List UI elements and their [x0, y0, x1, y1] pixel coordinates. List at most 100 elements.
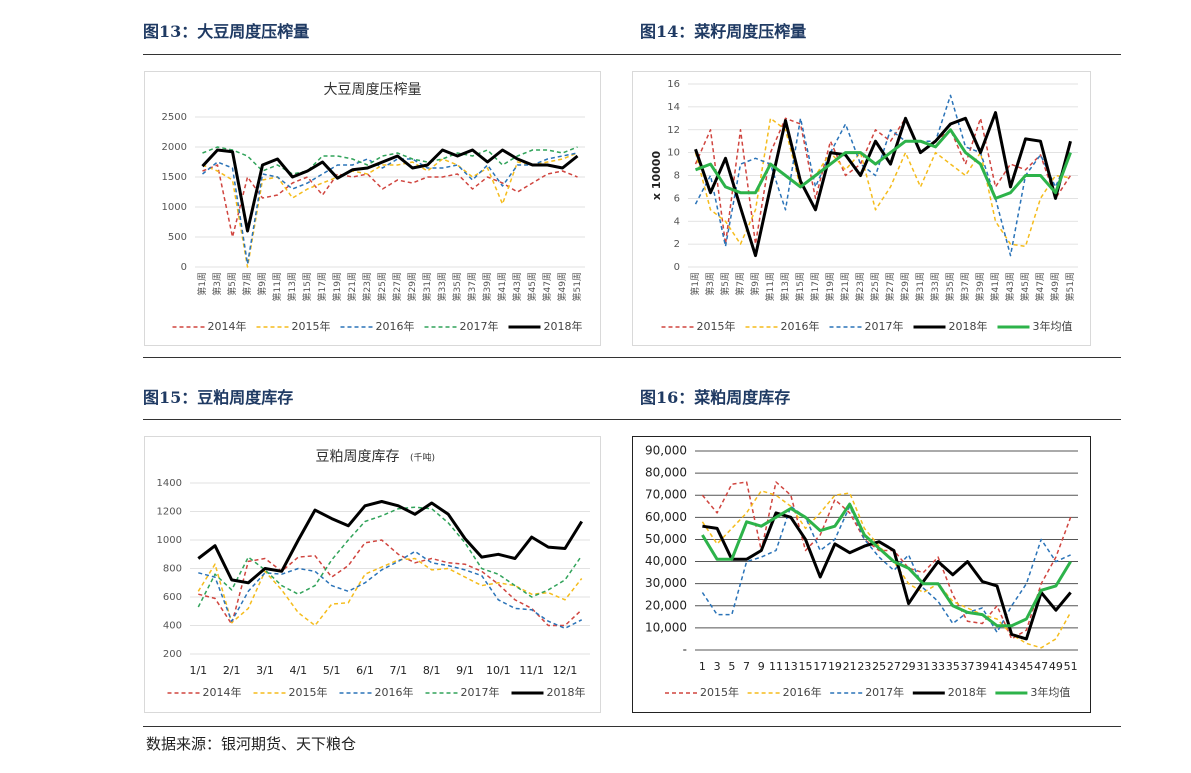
y-tick-label: 10 — [667, 148, 680, 159]
x-tick-label: 第49周 — [556, 272, 568, 301]
y-tick-label: 30,000 — [645, 576, 687, 590]
x-tick-label: 第17周 — [316, 272, 328, 301]
x-tick-label: 21 — [843, 660, 857, 673]
x-tick-label: 第7周 — [734, 272, 746, 296]
x-tick-label: 第51周 — [1064, 272, 1076, 301]
y-tick-label: 12 — [667, 125, 680, 136]
x-tick-label: 第1周 — [689, 272, 701, 296]
x-tick-label: 第39周 — [974, 272, 986, 301]
x-tick-label: 第27周 — [391, 272, 403, 301]
x-tick-label: 第3周 — [704, 272, 716, 296]
x-tick-label: 45 — [1019, 660, 1033, 673]
rule — [143, 726, 1121, 727]
x-tick-label: 第29周 — [899, 272, 911, 301]
x-tick-label: 第31周 — [421, 272, 433, 301]
series-line — [694, 111, 1072, 258]
y-tick-label: 40,000 — [645, 554, 687, 568]
x-tick-label: 第37周 — [959, 272, 971, 301]
legend-label: 2017年 — [865, 685, 904, 699]
x-tick-label: 1 — [699, 660, 706, 673]
y-tick-label: 4 — [674, 216, 680, 227]
legend-label: 2015年 — [292, 319, 331, 333]
x-tick-label: 第11周 — [764, 272, 776, 301]
x-tick-label: 第3周 — [211, 272, 223, 296]
x-tick-label: 43 — [1005, 660, 1019, 673]
series-line — [694, 94, 1072, 257]
y-tick-label: 0 — [181, 262, 187, 273]
x-tick-label: 第47周 — [541, 272, 553, 301]
x-tick-label: 3/1 — [256, 664, 274, 677]
y-tick-label: 70,000 — [645, 488, 687, 502]
y-tick-label: 400 — [163, 621, 182, 632]
x-tick-label: 31 — [916, 660, 930, 673]
x-tick-label: 第33周 — [929, 272, 941, 301]
series-line — [202, 164, 578, 238]
y-tick-label: 200 — [163, 649, 182, 660]
x-tick-label: 第35周 — [944, 272, 956, 301]
x-tick-label: 15 — [798, 660, 812, 673]
x-tick-label: 第19周 — [824, 272, 836, 301]
y-tick-label: 14 — [667, 102, 680, 113]
x-tick-label: 第5周 — [719, 272, 731, 296]
series-line — [201, 148, 579, 233]
rule — [143, 357, 1121, 358]
x-tick-label: 8/1 — [423, 664, 441, 677]
legend-label: 2018年 — [544, 319, 583, 333]
x-tick-label: 第15周 — [301, 272, 313, 301]
x-tick-label: 33 — [931, 660, 945, 673]
x-tick-label: 第27周 — [884, 272, 896, 301]
x-tick-label: 第19周 — [331, 272, 343, 301]
x-tick-label: 41 — [990, 660, 1004, 673]
x-tick-label: 17 — [813, 660, 827, 673]
chart: - 10,000 20,000 30,000 40,000 50,000 60,000 70,… — [632, 436, 1091, 713]
y-tick-label: 2000 — [162, 142, 187, 153]
legend-label: 2016年 — [781, 319, 820, 333]
x-tick-label: 6/1 — [356, 664, 374, 677]
legend-label: 2018年 — [948, 685, 987, 699]
x-tick-label: 第25周 — [376, 272, 388, 301]
legend-label: 2017年 — [460, 319, 499, 333]
legend-label: 2017年 — [461, 685, 500, 699]
y-tick-label: 60,000 — [645, 510, 687, 524]
x-tick-label: 第29周 — [406, 272, 418, 301]
figure-caption: 图15：豆粕周度库存 — [143, 388, 294, 407]
rule — [143, 419, 1121, 420]
x-tick-label: 第33周 — [436, 272, 448, 301]
legend-label: 2016年 — [783, 685, 822, 699]
x-tick-label: 第39周 — [481, 272, 493, 301]
y-tick-label: 10,000 — [645, 620, 687, 634]
x-tick-label: 35 — [946, 660, 960, 673]
y-tick-label: 600 — [163, 592, 182, 603]
x-tick-label: 第51周 — [571, 272, 583, 301]
x-tick-label: 第13周 — [286, 272, 298, 301]
x-tick-label: 第43周 — [511, 272, 523, 301]
series-line — [694, 117, 1071, 248]
legend-label: 2015年 — [697, 319, 736, 333]
series-line — [701, 502, 1072, 628]
y-tick-label: 20,000 — [645, 598, 687, 612]
y-tick-label: 2500 — [162, 112, 187, 123]
chart: 豆粕周度库存 (千吨) 200 400 600 800 1000 1200 1400 1/1 2/1… — [144, 436, 601, 713]
x-tick-label: 第15周 — [794, 272, 806, 301]
x-tick-label: 第47周 — [1034, 272, 1046, 301]
x-tick-label: 第23周 — [854, 272, 866, 301]
series-line — [694, 128, 1072, 200]
x-tick-label: 第13周 — [779, 272, 791, 301]
x-tick-label: 第9周 — [256, 272, 268, 296]
legend-label: 2015年 — [700, 685, 739, 699]
x-tick-label: 37 — [961, 660, 975, 673]
x-tick-label: 39 — [975, 660, 989, 673]
chart: 大豆周度压榨量05001000150020002500第1周 第3周 第5周 第7周第… — [144, 71, 601, 346]
series-line — [197, 500, 583, 585]
chart-title: 豆粕周度库存 — [316, 449, 400, 465]
legend-label: 2014年 — [203, 685, 242, 699]
x-tick-label: 29 — [902, 660, 916, 673]
x-tick-label: 9 — [758, 660, 765, 673]
x-tick-label: 10/1 — [486, 664, 511, 677]
y-tick-label: 90,000 — [645, 444, 687, 458]
x-tick-label: 第45周 — [526, 272, 538, 301]
y-tick-label: 1500 — [162, 172, 187, 183]
legend-label: 2016年 — [375, 685, 414, 699]
x-tick-label: 第41周 — [989, 272, 1001, 301]
legend-label: 2014年 — [208, 319, 247, 333]
